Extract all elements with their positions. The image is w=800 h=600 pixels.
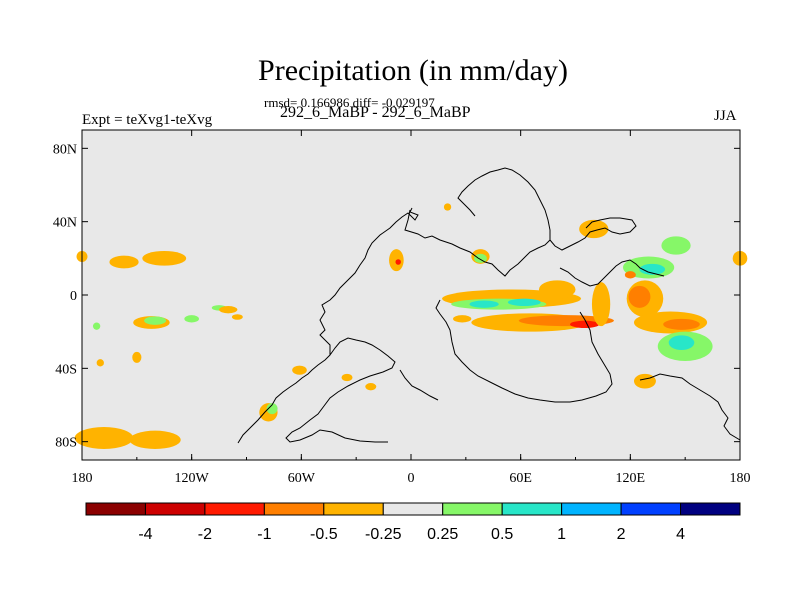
precip-region <box>74 427 134 449</box>
colorbar-swatch <box>85 502 146 516</box>
coastline <box>435 299 613 403</box>
y-tick-label: 40S <box>55 362 77 377</box>
coastline <box>404 167 551 277</box>
x-tick-label: 180 <box>72 471 93 486</box>
precip-region <box>341 373 353 382</box>
colorbar-label: -4 <box>138 526 152 543</box>
coastline <box>639 373 741 441</box>
x-tick-label: 120W <box>175 471 210 486</box>
colorbar-label: 2 <box>617 526 626 543</box>
precip-region <box>443 203 452 211</box>
precip-region <box>266 403 278 415</box>
precip-region <box>639 263 666 275</box>
precip-region <box>661 236 691 255</box>
x-tick-label: 60E <box>509 471 532 486</box>
precip-region <box>129 430 181 450</box>
precip-region <box>570 320 600 329</box>
colorbar-label: 1 <box>557 526 566 543</box>
precip-region <box>624 271 636 279</box>
precip-region <box>633 373 656 389</box>
colorbar-swatch <box>561 502 622 516</box>
precip-region <box>132 351 142 363</box>
coastline <box>285 337 396 443</box>
coastline <box>237 207 419 444</box>
precip-region <box>628 285 651 308</box>
precip-region <box>663 318 700 330</box>
coastline <box>559 259 665 287</box>
season-label: JJA <box>714 108 737 124</box>
colorbar-label: -1 <box>257 526 271 543</box>
precip-region <box>231 314 243 320</box>
stats-line: rmsd= 0.166986 diff= -0.029197 <box>264 95 435 110</box>
colorbar-swatch <box>263 502 325 516</box>
chart-subtitle: 292_6_MaBP - 292_6_MaBP <box>280 104 471 121</box>
precip-region <box>365 383 377 391</box>
colorbar-label: -2 <box>198 526 212 543</box>
x-tick-label: 180 <box>730 471 751 486</box>
colorbar-swatch <box>501 502 563 516</box>
precip-region <box>109 255 139 269</box>
precip-region <box>96 359 104 367</box>
precip-region <box>579 219 609 239</box>
precip-region <box>453 315 472 323</box>
precip-region <box>142 251 187 266</box>
y-tick-label: 80N <box>53 142 77 157</box>
coastline <box>399 369 439 401</box>
colorbar-label: 0.5 <box>491 526 513 543</box>
x-tick-label: 0 <box>408 471 415 486</box>
precip-region <box>507 298 541 307</box>
colorbar-label: -0.25 <box>365 526 402 543</box>
precip-region <box>591 282 611 327</box>
precip-region <box>219 306 238 314</box>
precip-region <box>668 335 695 350</box>
coastline <box>549 217 637 251</box>
colorbar-swatch <box>382 502 444 516</box>
precip-region <box>395 259 401 265</box>
colorbar-swatch <box>680 502 741 516</box>
precip-region <box>144 316 167 325</box>
precip-region <box>92 322 101 330</box>
precip-region <box>292 365 307 375</box>
chart-title: Precipitation (in mm/day) <box>258 54 568 87</box>
colorbar-label: -0.5 <box>310 526 338 543</box>
precip-region <box>474 253 487 263</box>
x-tick-label: 120E <box>616 471 646 486</box>
colorbar-swatch <box>144 502 206 516</box>
y-tick-label: 80S <box>55 436 77 451</box>
x-tick-label: 60W <box>288 471 316 486</box>
precip-region <box>469 300 499 308</box>
y-tick-label: 40N <box>53 216 77 231</box>
colorbar-swatch <box>204 502 265 516</box>
y-tick-label: 0 <box>70 289 77 304</box>
precip-region <box>184 315 199 323</box>
experiment-label: Expt = teXvg1-teXvg <box>82 112 213 128</box>
colorbar-swatch <box>442 502 503 516</box>
precip-region <box>538 280 576 299</box>
colorbar-label: 4 <box>676 526 685 543</box>
colorbar-swatch <box>620 502 682 516</box>
colorbar-label: 0.25 <box>427 526 458 543</box>
colorbar-swatch <box>323 502 384 516</box>
